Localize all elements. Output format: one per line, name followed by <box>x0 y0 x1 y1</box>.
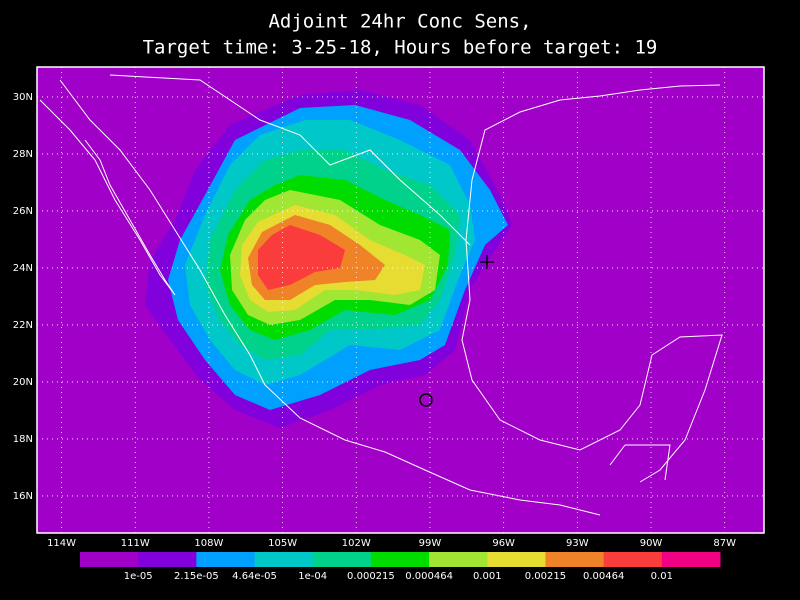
lon-tick-label: 108W <box>194 538 223 549</box>
coastline <box>59 79 601 516</box>
lat-tick-label: 22N <box>13 320 33 331</box>
colorbar-swatch <box>603 552 663 567</box>
target-marker <box>480 255 494 269</box>
lat-tick-label: 30N <box>13 92 33 103</box>
coastline <box>39 99 176 296</box>
lat-tick-label: 18N <box>13 434 33 445</box>
title-line: Target time: 3-25-18, Hours before targe… <box>143 37 658 59</box>
lon-tick-label: 90W <box>640 538 663 549</box>
title-line: Adjoint 24hr Conc Sens, <box>268 11 531 33</box>
lon-tick-label: 96W <box>492 538 515 549</box>
colorbar-label: 0.001 <box>473 571 502 582</box>
coastline <box>461 84 723 483</box>
colorbar-label: 0.00215 <box>525 571 566 582</box>
lat-tick-label: 20N <box>13 377 33 388</box>
colorbar-label: 2.15e-05 <box>174 571 219 582</box>
border <box>609 444 671 481</box>
lon-tick-label: 105W <box>268 538 297 549</box>
colorbar-swatch <box>196 552 256 567</box>
colorbar-swatch <box>312 552 372 567</box>
lon-tick-label: 111W <box>121 538 150 549</box>
colorbar-label: 4.64e-05 <box>232 571 277 582</box>
colorbar-label: 0.01 <box>651 571 673 582</box>
colorbar-label: 0.000464 <box>405 571 453 582</box>
colorbar-label: 1e-05 <box>124 571 153 582</box>
colorbar-label: 0.000215 <box>347 571 395 582</box>
colorbar-swatch <box>370 552 430 567</box>
border <box>109 74 471 246</box>
lon-tick-label: 114W <box>47 538 76 549</box>
colorbar-swatch <box>487 552 546 567</box>
colorbar: 1e-05 2.15e-05 4.64e-05 1e-04 0.000215 0.0004… <box>80 552 721 582</box>
colorbar-swatch <box>661 552 721 567</box>
colorbar-swatch <box>545 552 605 567</box>
colorbar-label: 1e-04 <box>298 571 327 582</box>
colorbar-swatch <box>429 552 488 567</box>
lon-tick-label: 99W <box>419 538 442 549</box>
lat-tick-label: 16N <box>13 491 33 502</box>
lat-tick-label: 28N <box>13 149 33 160</box>
coastlines <box>39 74 723 516</box>
source-marker <box>419 393 433 407</box>
map-frame <box>36 66 765 534</box>
lon-tick-label: 102W <box>342 538 371 549</box>
lon-tick-label: 87W <box>713 538 736 549</box>
lon-tick-label: 93W <box>566 538 589 549</box>
lat-tick-label: 26N <box>13 206 33 217</box>
colorbar-swatch <box>80 552 139 567</box>
lat-tick-label: 24N <box>13 263 33 274</box>
grid <box>37 67 764 533</box>
contour <box>258 225 345 290</box>
sensitivity-field <box>145 90 512 428</box>
colorbar-swatch <box>254 552 314 567</box>
colorbar-swatch <box>138 552 197 567</box>
colorbar-label: 0.00464 <box>583 571 624 582</box>
